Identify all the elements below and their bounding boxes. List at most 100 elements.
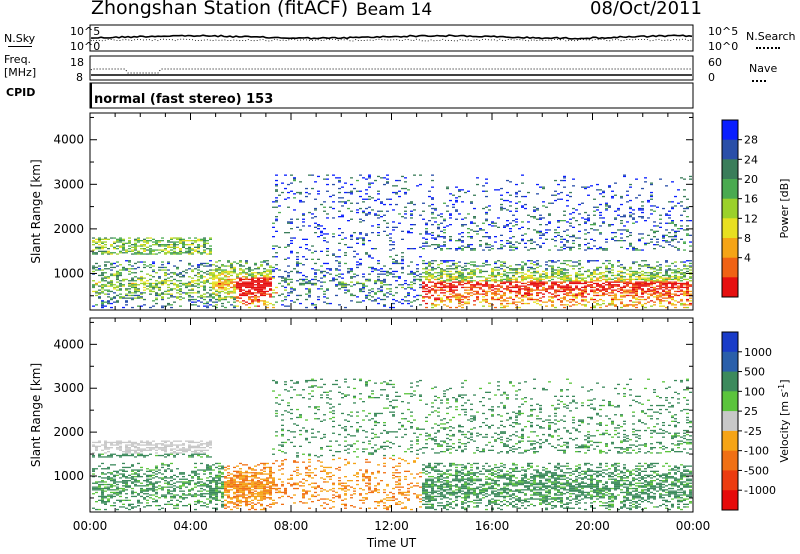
power-cell — [185, 248, 188, 250]
power-cell — [380, 285, 383, 287]
power-cell — [188, 284, 191, 286]
power-cell — [551, 273, 554, 275]
power-cell — [638, 209, 641, 211]
velocity-cell — [188, 445, 191, 447]
velocity-cell — [179, 444, 182, 446]
power-cell — [401, 256, 404, 258]
power-cell — [455, 210, 458, 212]
power-cell — [515, 246, 518, 248]
power-cell — [203, 298, 206, 301]
power-cell — [590, 274, 593, 277]
power-cell — [548, 300, 551, 302]
power-cell — [92, 253, 95, 255]
power-cell — [569, 277, 572, 279]
power-cell — [398, 277, 401, 279]
power-cell — [269, 302, 272, 305]
power-cell — [494, 225, 497, 227]
velocity-cell — [188, 474, 191, 476]
power-cell — [509, 230, 512, 232]
power-cell — [410, 284, 413, 286]
power-cell — [194, 268, 197, 270]
power-cell — [302, 225, 305, 227]
power-cell — [548, 265, 551, 267]
power-cell — [179, 242, 182, 244]
power-cell — [515, 241, 518, 243]
velocity-cell — [140, 469, 143, 471]
power-cell — [392, 244, 395, 246]
power-cell — [458, 248, 461, 250]
power-cell — [467, 232, 470, 234]
power-cell — [659, 301, 662, 303]
velocity-cell — [194, 445, 197, 447]
power-cell — [422, 268, 425, 270]
velocity-cell — [107, 466, 110, 469]
power-cell — [401, 262, 404, 265]
power-cell — [269, 278, 272, 281]
power-cell — [524, 233, 527, 235]
power-cell — [308, 280, 311, 282]
velocity-cell — [101, 487, 104, 490]
power-cell — [203, 249, 206, 251]
power-cell — [371, 290, 374, 293]
power-cell — [500, 273, 503, 275]
velocity-cell — [179, 487, 182, 490]
power-cell — [620, 264, 623, 266]
power-cell — [215, 290, 218, 293]
power-cell — [140, 270, 143, 273]
power-cell — [500, 234, 503, 236]
power-cell — [506, 305, 509, 307]
velocity-cell — [173, 505, 176, 507]
power-cell — [566, 274, 569, 277]
power-cell — [260, 289, 263, 291]
power-cell — [362, 237, 365, 239]
velocity-cell — [152, 444, 155, 446]
power-cell — [545, 224, 548, 226]
velocity-cell — [170, 452, 173, 454]
velocity-cell — [95, 448, 98, 450]
velocity-cell — [110, 480, 113, 482]
power-cell — [101, 302, 104, 305]
power-cell — [422, 245, 425, 247]
power-cell — [593, 245, 596, 247]
power-cell — [485, 190, 488, 192]
power-cell — [662, 305, 665, 307]
power-cell — [482, 185, 485, 187]
power-cell — [377, 276, 380, 278]
power-cell — [209, 282, 212, 285]
velocity-cell — [164, 444, 167, 446]
power-cell — [422, 288, 425, 290]
beam-label: Beam 14 — [356, 0, 433, 20]
power-cell — [383, 278, 386, 281]
power-cell — [215, 284, 218, 286]
power-cell — [458, 298, 461, 301]
power-cell — [617, 240, 620, 242]
power-cell — [455, 281, 458, 283]
power-cell — [458, 300, 461, 302]
power-cell — [131, 297, 134, 299]
power-cell — [485, 195, 488, 198]
power-cell — [290, 221, 293, 223]
power-cell — [668, 294, 671, 297]
power-cell — [545, 272, 548, 274]
power-cell — [665, 272, 668, 274]
power-cell — [170, 253, 173, 255]
power-cell — [272, 277, 275, 279]
power-cell — [641, 293, 644, 295]
velocity-cell — [131, 443, 134, 445]
velocity-cell — [155, 481, 158, 483]
power-cell — [533, 278, 536, 281]
power-cell — [341, 273, 344, 275]
power-cell — [194, 274, 197, 277]
power-cell — [209, 296, 212, 298]
power-cell — [152, 261, 155, 263]
power-cell — [566, 292, 569, 294]
nsky-series — [90, 34, 693, 40]
power-cell — [116, 281, 119, 283]
power-cell — [572, 242, 575, 244]
power-cell — [539, 280, 542, 282]
power-cell — [596, 273, 599, 275]
power-cell — [686, 290, 689, 293]
power-cell — [107, 300, 110, 302]
power-cell — [533, 284, 536, 286]
power-cell — [671, 276, 674, 278]
